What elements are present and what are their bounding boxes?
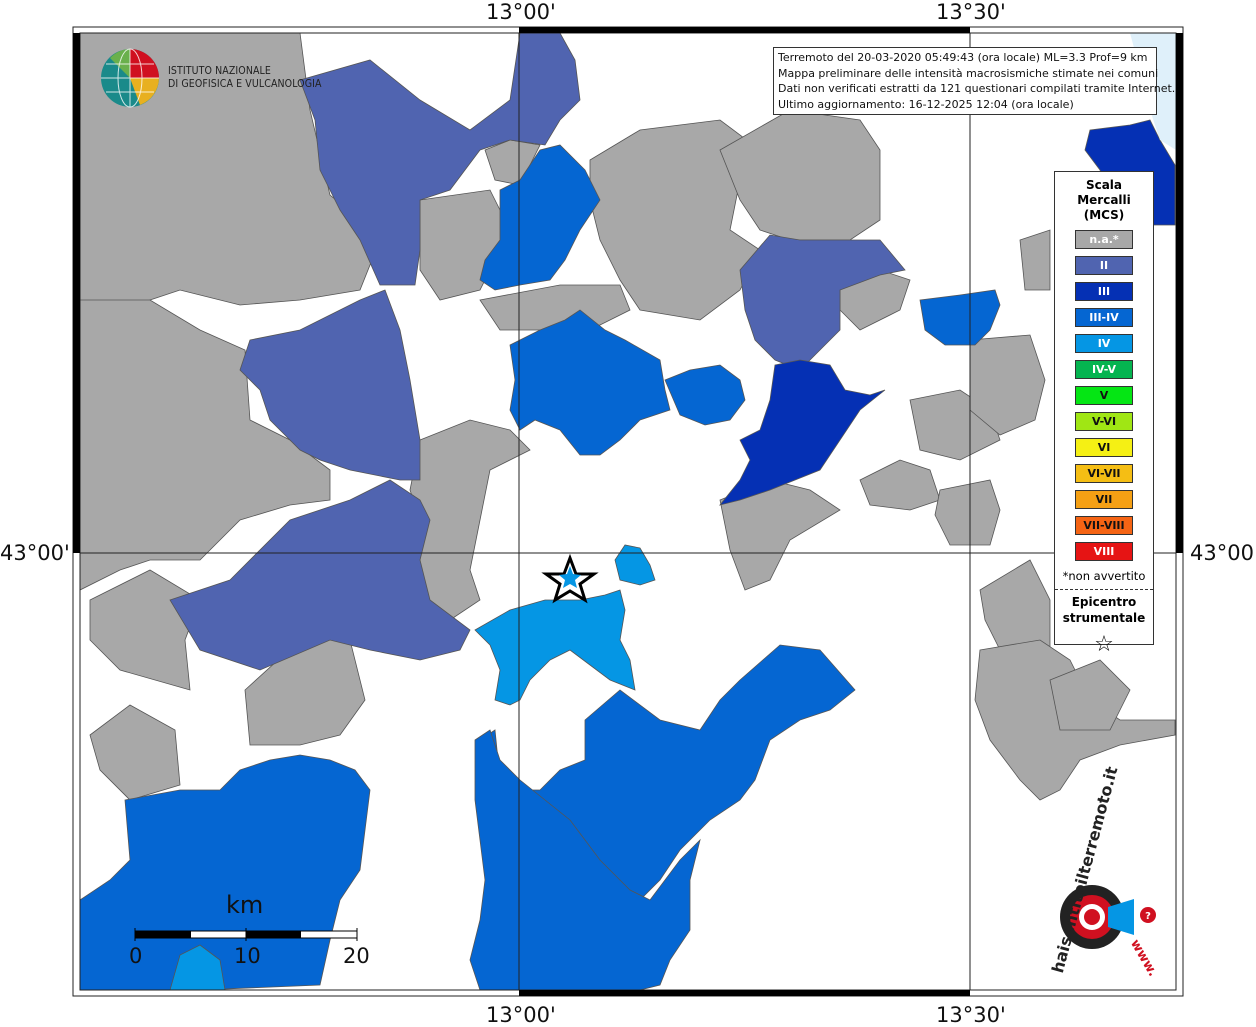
legend-swatch-2: III <box>1075 282 1133 301</box>
lat-label-left-4300: 43°00' <box>0 541 70 565</box>
legend-star-icon: ☆ <box>1094 632 1114 657</box>
legend-swatch-6: V <box>1075 386 1133 405</box>
intensity-iii-iv-areas <box>80 144 1001 990</box>
legend-swatch-1: II <box>1075 256 1133 275</box>
na-municipalities <box>80 33 1176 801</box>
hai-sentito-logo: ? haisentitoilterremoto.it www. <box>1030 764 1170 980</box>
scale-tick-20: 20 <box>343 944 370 968</box>
lon-label-bottom-1330: 13°30' <box>936 1003 1006 1027</box>
info-line4: Ultimo aggiornamento: 16-12-2025 12:04 (… <box>778 97 1074 111</box>
legend-swatch-0: n.a.* <box>1075 230 1133 249</box>
info-box: Terremoto del 20-03-2020 05:49:43 (ora l… <box>773 47 1176 115</box>
legend-swatch-3: III-IV <box>1075 308 1133 327</box>
ingv-line1: ISTITUTO NAZIONALE <box>168 65 271 77</box>
intensity-iv-areas <box>169 544 656 990</box>
legend-swatch-4: IV <box>1075 334 1133 353</box>
svg-text:?: ? <box>1145 911 1151 922</box>
legend-items: n.a.* II III III-IV IV IV-V V V-VI VI VI-VII VII VI… <box>1055 230 1153 561</box>
ingv-line2: DI GEOFISICA E VULCANOLOGIA <box>168 78 322 90</box>
legend-swatch-5: IV-V <box>1075 360 1133 379</box>
legend-epicenter-line1: Epicentro <box>1071 595 1137 609</box>
info-line1: Terremoto del 20-03-2020 05:49:43 (ora l… <box>778 51 1148 64</box>
legend-swatch-11: VII-VIII <box>1075 516 1133 535</box>
lon-label-bottom-1300: 13°00' <box>486 1003 556 1027</box>
scale-bar <box>134 928 358 941</box>
legend-swatch-7: V-VI <box>1075 412 1133 431</box>
legend-title: Scala Mercalli (MCS) <box>1077 178 1131 222</box>
mcs-legend: Scala Mercalli (MCS) n.a.* II III III-IV IV I… <box>1054 171 1154 657</box>
legend-epicenter-line2: strumentale <box>1062 611 1146 625</box>
intensity-ii-areas <box>169 33 906 671</box>
legend-swatch-9: VI-VII <box>1075 464 1133 483</box>
legend-swatch-10: VII <box>1075 490 1133 509</box>
legend-swatch-8: VI <box>1075 438 1133 457</box>
lat-label-right-4300: 43°00' <box>1190 541 1256 565</box>
scale-unit: km <box>226 891 264 919</box>
scale-tick-0: 0 <box>129 944 143 968</box>
scale-tick-10: 10 <box>234 944 261 968</box>
ingv-logo-text: ISTITUTO NAZIONALE DI GEOFISICA E VULCAN… <box>168 65 322 91</box>
lon-label-top-1300: 13°00' <box>486 0 556 24</box>
legend-separator <box>1055 589 1153 590</box>
info-line2: Mappa preliminare delle intensità macros… <box>778 66 1159 80</box>
ingv-globe-icon <box>100 48 162 110</box>
legend-note: *non avvertito <box>1062 569 1146 583</box>
legend-swatch-12: VIII <box>1075 542 1133 561</box>
info-line3: Dati non verificati estratti da 121 ques… <box>778 82 1176 95</box>
lon-label-top-1330: 13°30' <box>936 0 1006 24</box>
